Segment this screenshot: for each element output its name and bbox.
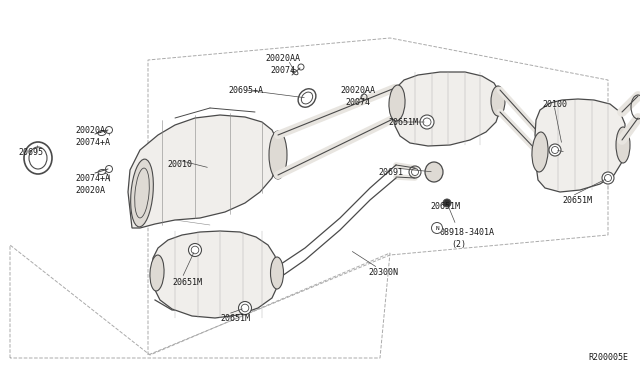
Ellipse shape	[389, 85, 405, 121]
Circle shape	[443, 199, 451, 207]
Circle shape	[431, 222, 442, 234]
Text: (2): (2)	[451, 240, 466, 249]
Circle shape	[239, 301, 252, 314]
Text: 20074+A: 20074+A	[75, 174, 110, 183]
Ellipse shape	[150, 255, 164, 291]
Text: 20651M: 20651M	[430, 202, 460, 211]
Ellipse shape	[616, 127, 630, 163]
Polygon shape	[393, 72, 500, 146]
Ellipse shape	[491, 86, 505, 116]
Text: 20020A: 20020A	[75, 126, 105, 135]
Circle shape	[420, 115, 434, 129]
Ellipse shape	[425, 162, 443, 182]
Text: 20651M: 20651M	[388, 118, 418, 127]
Text: 20651M: 20651M	[172, 278, 202, 287]
Circle shape	[189, 244, 202, 257]
Ellipse shape	[131, 159, 154, 227]
Text: R200005E: R200005E	[588, 353, 628, 362]
Text: 20074: 20074	[270, 66, 295, 75]
Text: 20651M: 20651M	[220, 314, 250, 323]
Text: 20100: 20100	[542, 100, 567, 109]
Ellipse shape	[532, 132, 548, 172]
Polygon shape	[128, 115, 278, 228]
Text: 20020AA: 20020AA	[265, 54, 300, 63]
Text: 20695: 20695	[18, 148, 43, 157]
Text: 20651M: 20651M	[562, 196, 592, 205]
Polygon shape	[152, 231, 278, 318]
Text: 20020AA: 20020AA	[340, 86, 375, 95]
Text: 20300N: 20300N	[368, 268, 398, 277]
Text: 20010: 20010	[167, 160, 192, 169]
Circle shape	[602, 172, 614, 184]
Polygon shape	[535, 99, 625, 192]
Ellipse shape	[271, 257, 284, 289]
Text: 20074+A: 20074+A	[75, 138, 110, 147]
Text: N: N	[435, 225, 439, 231]
Text: 20695+A: 20695+A	[228, 86, 263, 95]
Text: 08918-3401A: 08918-3401A	[440, 228, 495, 237]
Ellipse shape	[269, 131, 287, 179]
Text: 20691: 20691	[378, 168, 403, 177]
Circle shape	[549, 144, 561, 156]
Text: 20020A: 20020A	[75, 186, 105, 195]
Text: 20074: 20074	[345, 98, 370, 107]
